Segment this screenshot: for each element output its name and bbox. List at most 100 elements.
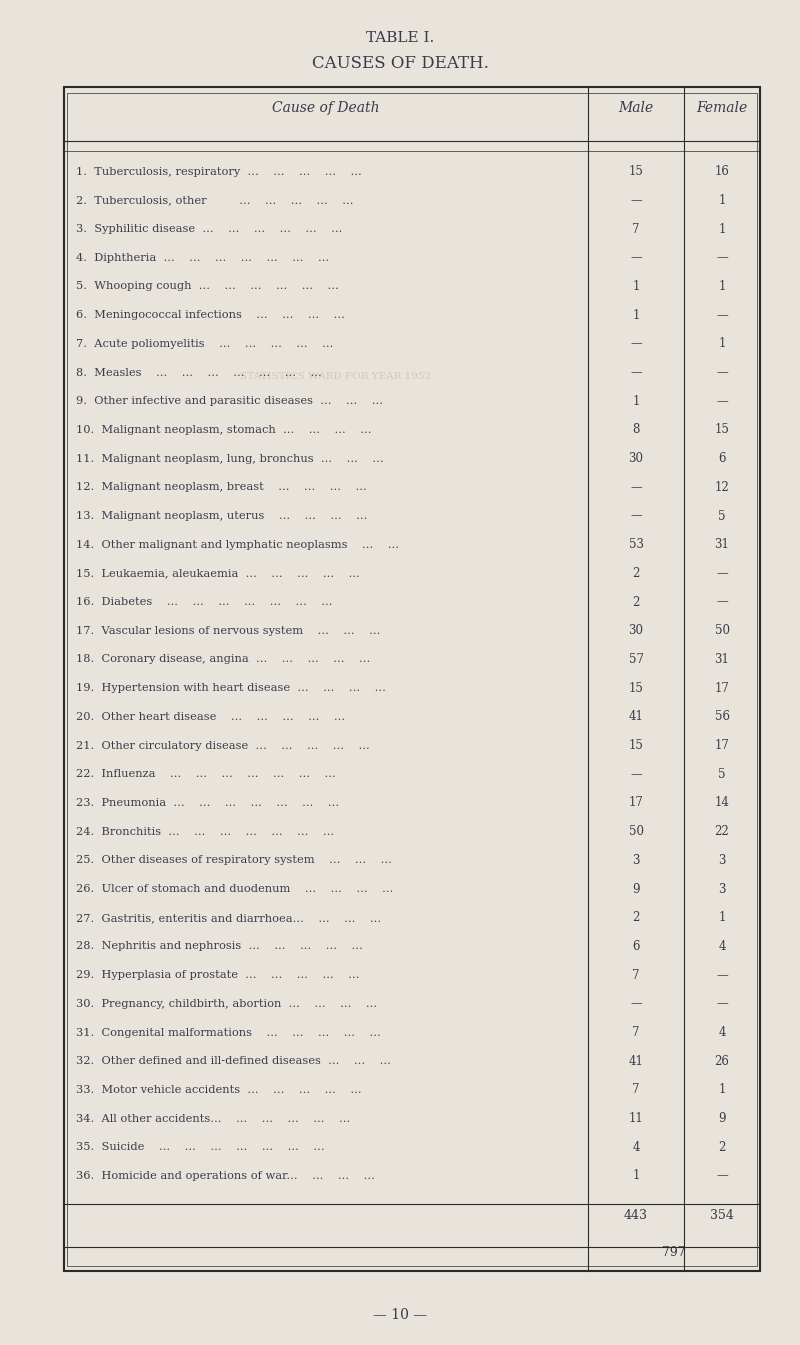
Text: STATISTICS WARD FOR YEAR 1952: STATISTICS WARD FOR YEAR 1952 (241, 373, 431, 381)
Text: 31: 31 (714, 654, 730, 666)
Text: 443: 443 (624, 1209, 648, 1223)
Text: Female: Female (696, 101, 748, 114)
Text: 36.  Homicide and operations of war...    ...    ...    ...: 36. Homicide and operations of war... ..… (76, 1171, 375, 1181)
Text: 26.  Ulcer of stomach and duodenum    ...    ...    ...    ...: 26. Ulcer of stomach and duodenum ... ..… (76, 884, 394, 894)
Text: —: — (716, 1170, 728, 1182)
Text: —: — (716, 366, 728, 379)
Text: —: — (630, 252, 642, 264)
Text: —: — (630, 482, 642, 494)
Text: 15: 15 (714, 424, 730, 436)
Text: 5: 5 (718, 768, 726, 780)
Text: —: — (716, 309, 728, 321)
Text: 4.  Diphtheria  ...    ...    ...    ...    ...    ...    ...: 4. Diphtheria ... ... ... ... ... ... ..… (76, 253, 330, 262)
Text: 53: 53 (629, 538, 643, 551)
Text: 33.  Motor vehicle accidents  ...    ...    ...    ...    ...: 33. Motor vehicle accidents ... ... ... … (76, 1085, 362, 1095)
Text: 5: 5 (718, 510, 726, 522)
Text: 1: 1 (632, 280, 640, 293)
Text: 2: 2 (632, 596, 640, 608)
Text: 21.  Other circulatory disease  ...    ...    ...    ...    ...: 21. Other circulatory disease ... ... ..… (76, 741, 370, 751)
Text: Male: Male (618, 101, 654, 114)
Text: 9: 9 (718, 1112, 726, 1124)
Text: 12: 12 (714, 482, 730, 494)
Text: 23.  Pneumonia  ...    ...    ...    ...    ...    ...    ...: 23. Pneumonia ... ... ... ... ... ... ..… (76, 798, 339, 808)
Text: 26: 26 (714, 1054, 730, 1068)
Text: Cause of Death: Cause of Death (272, 101, 380, 114)
Text: 354: 354 (710, 1209, 734, 1223)
Text: 27.  Gastritis, enteritis and diarrhoea...    ...    ...    ...: 27. Gastritis, enteritis and diarrhoea..… (76, 913, 381, 923)
Text: 30: 30 (629, 624, 643, 638)
Text: 4: 4 (718, 940, 726, 952)
Text: 3: 3 (718, 882, 726, 896)
Text: 20.  Other heart disease    ...    ...    ...    ...    ...: 20. Other heart disease ... ... ... ... … (76, 712, 345, 722)
Text: —: — (630, 194, 642, 207)
Text: 7: 7 (632, 223, 640, 235)
Text: 1: 1 (718, 194, 726, 207)
Text: 1: 1 (632, 1170, 640, 1182)
Text: 24.  Bronchitis  ...    ...    ...    ...    ...    ...    ...: 24. Bronchitis ... ... ... ... ... ... .… (76, 827, 334, 837)
Text: 25.  Other diseases of respiratory system    ...    ...    ...: 25. Other diseases of respiratory system… (76, 855, 392, 865)
Text: —: — (716, 596, 728, 608)
Text: 6: 6 (632, 940, 640, 952)
Text: 1: 1 (718, 280, 726, 293)
Text: 4: 4 (718, 1026, 726, 1038)
Text: 3.  Syphilitic disease  ...    ...    ...    ...    ...    ...: 3. Syphilitic disease ... ... ... ... ..… (76, 225, 342, 234)
Text: 3: 3 (718, 854, 726, 866)
Text: 31: 31 (714, 538, 730, 551)
Text: 16: 16 (714, 165, 730, 178)
Text: —: — (716, 968, 728, 982)
Text: —: — (630, 998, 642, 1010)
Text: 17: 17 (714, 740, 730, 752)
Text: 2.  Tuberculosis, other         ...    ...    ...    ...    ...: 2. Tuberculosis, other ... ... ... ... .… (76, 195, 354, 206)
Text: 30.  Pregnancy, childbirth, abortion  ...    ...    ...    ...: 30. Pregnancy, childbirth, abortion ... … (76, 999, 377, 1009)
Text: 35.  Suicide    ...    ...    ...    ...    ...    ...    ...: 35. Suicide ... ... ... ... ... ... ... (76, 1142, 325, 1153)
Text: 22: 22 (714, 826, 730, 838)
Text: 1.  Tuberculosis, respiratory  ...    ...    ...    ...    ...: 1. Tuberculosis, respiratory ... ... ...… (76, 167, 362, 176)
Text: 797: 797 (662, 1245, 686, 1259)
Text: 18.  Coronary disease, angina  ...    ...    ...    ...    ...: 18. Coronary disease, angina ... ... ...… (76, 655, 370, 664)
Text: 29.  Hyperplasia of prostate  ...    ...    ...    ...    ...: 29. Hyperplasia of prostate ... ... ... … (76, 970, 359, 981)
Text: 11: 11 (629, 1112, 643, 1124)
Text: —: — (630, 338, 642, 350)
Text: —: — (716, 252, 728, 264)
Text: 19.  Hypertension with heart disease  ...    ...    ...    ...: 19. Hypertension with heart disease ... … (76, 683, 386, 693)
Text: 7: 7 (632, 1084, 640, 1096)
Text: 11.  Malignant neoplasm, lung, bronchus  ...    ...    ...: 11. Malignant neoplasm, lung, bronchus .… (76, 453, 384, 464)
Text: 2: 2 (718, 1141, 726, 1154)
Text: 8.  Measles    ...    ...    ...    ...    ...    ...    ...: 8. Measles ... ... ... ... ... ... ... (76, 367, 322, 378)
Text: 34.  All other accidents...    ...    ...    ...    ...    ...: 34. All other accidents... ... ... ... .… (76, 1114, 350, 1123)
Text: 17.  Vascular lesions of nervous system    ...    ...    ...: 17. Vascular lesions of nervous system .… (76, 625, 380, 636)
Text: 32.  Other defined and ill-defined diseases  ...    ...    ...: 32. Other defined and ill-defined diseas… (76, 1056, 391, 1067)
Text: —: — (630, 366, 642, 379)
Text: — 10 —: — 10 — (373, 1309, 427, 1322)
Text: 9: 9 (632, 882, 640, 896)
Text: —: — (630, 510, 642, 522)
Text: 1: 1 (632, 309, 640, 321)
Text: 1: 1 (718, 338, 726, 350)
Text: 15: 15 (629, 740, 643, 752)
Text: 7: 7 (632, 1026, 640, 1038)
Text: TABLE I.: TABLE I. (366, 31, 434, 44)
Text: 4: 4 (632, 1141, 640, 1154)
Text: 17: 17 (629, 796, 643, 810)
Text: 41: 41 (629, 710, 643, 724)
Text: 14: 14 (714, 796, 730, 810)
Text: 3: 3 (632, 854, 640, 866)
Text: 56: 56 (714, 710, 730, 724)
Text: 1: 1 (632, 395, 640, 408)
Text: 1: 1 (718, 1084, 726, 1096)
Text: —: — (716, 998, 728, 1010)
Text: 22.  Influenza    ...    ...    ...    ...    ...    ...    ...: 22. Influenza ... ... ... ... ... ... ..… (76, 769, 336, 779)
Text: 8: 8 (632, 424, 640, 436)
Text: 10.  Malignant neoplasm, stomach  ...    ...    ...    ...: 10. Malignant neoplasm, stomach ... ... … (76, 425, 371, 434)
Text: —: — (716, 395, 728, 408)
Text: 13.  Malignant neoplasm, uterus    ...    ...    ...    ...: 13. Malignant neoplasm, uterus ... ... .… (76, 511, 367, 521)
Text: CAUSES OF DEATH.: CAUSES OF DEATH. (311, 55, 489, 71)
Text: 7.  Acute poliomyelitis    ...    ...    ...    ...    ...: 7. Acute poliomyelitis ... ... ... ... .… (76, 339, 334, 348)
Text: 57: 57 (629, 654, 643, 666)
Text: 28.  Nephritis and nephrosis  ...    ...    ...    ...    ...: 28. Nephritis and nephrosis ... ... ... … (76, 941, 362, 951)
Text: 1: 1 (718, 912, 726, 924)
Text: 15: 15 (629, 682, 643, 694)
Text: 9.  Other infective and parasitic diseases  ...    ...    ...: 9. Other infective and parasitic disease… (76, 397, 383, 406)
Text: 16.  Diabetes    ...    ...    ...    ...    ...    ...    ...: 16. Diabetes ... ... ... ... ... ... ... (76, 597, 333, 607)
Text: 1: 1 (718, 223, 726, 235)
